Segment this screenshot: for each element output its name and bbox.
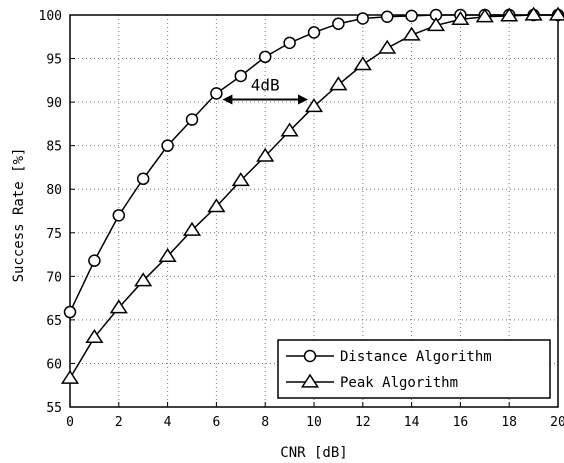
data-point-circle <box>112 209 126 222</box>
tick-labels: 0 2 4 6 8 10 12 14 16 18 20 55 60 65 70 75 80 85 90 95 100 <box>39 9 564 430</box>
data-point-triangle <box>158 247 177 262</box>
data-point-triangle <box>85 328 104 343</box>
y-tick-label: 90 <box>46 96 62 111</box>
x-tick-label: 8 <box>261 415 269 430</box>
data-point-circle <box>405 9 418 23</box>
data-point-triangle <box>524 6 543 21</box>
legend-item: Peak Algorithm <box>286 373 458 391</box>
series-layer <box>60 6 564 384</box>
legend: Distance Algorithm Peak Algorithm <box>277 339 551 399</box>
data-point-triangle <box>378 39 397 54</box>
y-tick-label: 80 <box>46 183 62 198</box>
data-point-circle <box>303 349 317 363</box>
x-axis-title: CNR [dB] <box>280 445 347 461</box>
data-point-triangle <box>451 10 470 26</box>
annotation-arrowhead-right <box>298 94 308 105</box>
data-point-triangle <box>475 8 494 23</box>
data-point-circle <box>283 36 296 50</box>
data-point-triangle <box>256 147 275 162</box>
legend-item: Distance Algorithm <box>286 349 492 365</box>
data-point-triangle <box>500 7 519 22</box>
data-point-triangle <box>134 272 153 287</box>
data-point-triangle <box>353 56 372 71</box>
annotation-label: 4dB <box>251 75 280 94</box>
data-point-triangle <box>329 76 348 91</box>
data-point-triangle <box>109 299 128 314</box>
x-tick-label: 2 <box>115 415 123 430</box>
data-point-circle <box>136 172 150 186</box>
data-point-triangle <box>207 198 226 213</box>
data-point-circle <box>234 69 248 83</box>
series-peak-algorithm <box>60 6 564 384</box>
legend-box <box>277 339 551 399</box>
legend-label: Peak Algorithm <box>340 375 458 391</box>
data-point-circle <box>307 26 321 39</box>
y-tick-label: 100 <box>39 9 62 24</box>
x-tick-label: 20 <box>550 415 564 430</box>
y-tick-label: 75 <box>46 227 62 242</box>
data-point-circle <box>161 139 174 152</box>
data-point-circle <box>210 87 223 100</box>
data-point-circle <box>380 10 394 23</box>
x-tick-label: 16 <box>453 415 469 430</box>
y-tick-label: 60 <box>46 357 62 372</box>
x-tick-label: 18 <box>501 415 517 430</box>
annotation: 4dB <box>222 75 308 105</box>
axes <box>69 14 559 408</box>
data-point-triangle <box>182 221 202 236</box>
x-tick-label: 6 <box>212 415 220 430</box>
data-point-triangle <box>60 369 80 384</box>
data-point-triangle <box>300 373 320 388</box>
data-point-circle <box>356 12 370 25</box>
x-tick-label: 0 <box>66 415 74 430</box>
legend-label: Distance Algorithm <box>340 349 492 365</box>
y-tick-label: 95 <box>46 53 62 68</box>
data-point-circle <box>258 50 272 64</box>
data-point-triangle <box>280 122 299 137</box>
y-axis-title: Success Rate [%] <box>11 148 27 283</box>
data-point-triangle <box>231 172 250 187</box>
annotation-arrowhead-left <box>222 94 233 105</box>
x-tick-label: 4 <box>164 415 172 430</box>
y-tick-label: 65 <box>46 314 62 329</box>
x-tick-label: 12 <box>355 415 371 430</box>
data-point-triangle <box>402 26 421 41</box>
y-tick-label: 85 <box>46 140 62 155</box>
x-tick-label: 10 <box>306 415 322 430</box>
data-point-circle <box>63 305 77 319</box>
data-point-triangle <box>548 6 564 21</box>
x-tick-label: 14 <box>404 415 420 430</box>
data-point-triangle <box>304 98 324 113</box>
data-point-triangle <box>426 17 446 32</box>
data-point-circle <box>185 113 199 126</box>
y-tick-label: 70 <box>46 270 62 285</box>
data-point-circle <box>332 17 345 30</box>
y-tick-label: 55 <box>46 401 62 416</box>
data-point-circle <box>88 254 101 267</box>
